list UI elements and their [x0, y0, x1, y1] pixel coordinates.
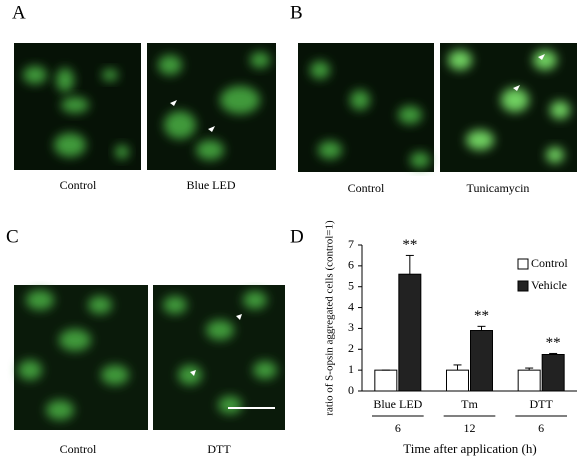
bar: [517, 369, 541, 392]
panel-letter: D: [290, 226, 304, 247]
bar: [398, 273, 422, 392]
x-tick-label: DTT: [530, 397, 554, 411]
y-tick-label: 6: [348, 258, 354, 272]
caption: Control: [348, 181, 385, 195]
significance: **: [546, 335, 561, 351]
legend-swatch: [517, 258, 529, 270]
bar: [374, 369, 398, 392]
legend-label: Vehicle: [531, 278, 567, 292]
x-tick-label: Blue LED: [373, 397, 422, 411]
caption: DTT: [207, 442, 231, 456]
y-axis-label: ratio of S-opsin aggregated cells (contr…: [324, 220, 336, 416]
legend-label: Control: [531, 256, 568, 270]
caption: Control: [60, 442, 97, 456]
micrographs: [14, 43, 577, 430]
x-tick-label: Tm: [461, 397, 478, 411]
x-axis-label: Time after application (h): [403, 441, 536, 456]
y-tick-label: 7: [348, 237, 354, 251]
y-tick-label: 3: [348, 320, 354, 334]
y-tick-label: 4: [348, 299, 354, 313]
panel-letter: A: [12, 2, 26, 23]
time-label: 6: [395, 421, 401, 435]
bar: [541, 354, 565, 392]
caption: Tunicamycin: [467, 181, 530, 195]
caption: Control: [60, 178, 97, 192]
y-tick-label: 1: [348, 362, 354, 376]
bar: [470, 330, 493, 392]
significance: **: [474, 308, 489, 324]
y-tick-label: 2: [348, 341, 354, 355]
significance: **: [402, 237, 417, 253]
panel-letter: B: [290, 2, 303, 23]
legend-swatch: [517, 280, 529, 292]
caption: Blue LED: [187, 178, 236, 192]
bar: [446, 369, 469, 392]
panel-letter: C: [6, 226, 19, 247]
time-label: 6: [538, 421, 544, 435]
y-tick-label: 0: [348, 383, 354, 397]
y-tick-label: 5: [348, 278, 354, 292]
time-label: 12: [464, 421, 476, 435]
